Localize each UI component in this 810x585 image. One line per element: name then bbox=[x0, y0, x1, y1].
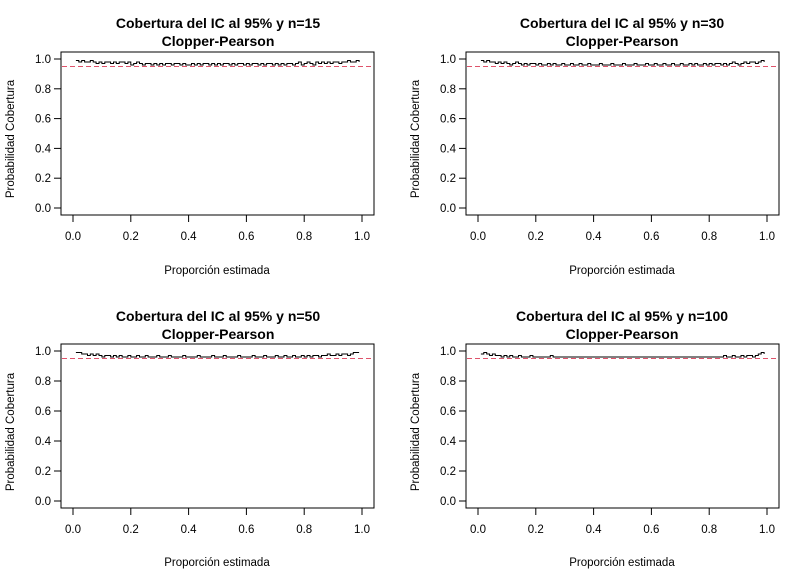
plot-frame bbox=[60, 51, 375, 216]
chart-title: Cobertura del IC al 95% y n=50 bbox=[116, 308, 320, 324]
y-tick-label: 0.8 bbox=[35, 376, 51, 388]
x-tick-label: 0.0 bbox=[470, 231, 486, 243]
chart-title: Cobertura del IC al 95% y n=100 bbox=[516, 308, 728, 324]
y-axis-label: Probabilidad Cobertura bbox=[5, 79, 17, 198]
y-tick-label: 0.2 bbox=[35, 466, 51, 478]
y-tick-label: 1.0 bbox=[440, 346, 456, 358]
x-tick-label: 1.0 bbox=[354, 524, 370, 536]
chart-panel: Cobertura del IC al 95% y n=30 Clopper-P… bbox=[410, 15, 780, 277]
y-tick-label: 0.0 bbox=[35, 203, 51, 215]
y-tick-label: 1.0 bbox=[440, 54, 456, 66]
plot-frame bbox=[465, 343, 780, 509]
plot-marks: 0.0 0.2 0.4 0.6 0.8 1.0 0.0 0.2 0.4 0.6 0.8 1.0 bbox=[35, 343, 375, 536]
y-tick-label: 0.2 bbox=[440, 173, 456, 185]
x-tick-label: 0.4 bbox=[586, 524, 603, 536]
x-tick-label: 0.6 bbox=[238, 524, 254, 536]
x-axis-label: Proporción estimada bbox=[569, 557, 675, 569]
plot-marks: 0.0 0.2 0.4 0.6 0.8 1.0 0.0 0.2 0.4 0.6 0.8 1.0 bbox=[35, 51, 375, 243]
coverage-line bbox=[75, 60, 360, 66]
y-tick-label: 0.8 bbox=[35, 84, 51, 96]
y-axis-label: Probabilidad Cobertura bbox=[410, 372, 422, 491]
chart-panel: Cobertura del IC al 95% y n=15 Clopper-P… bbox=[5, 15, 375, 277]
y-tick-label: 0.8 bbox=[440, 376, 456, 388]
x-axis-label: Proporción estimada bbox=[164, 265, 270, 277]
chart-title: Cobertura del IC al 95% y n=30 bbox=[520, 15, 724, 31]
x-tick-label: 0.6 bbox=[238, 231, 254, 243]
x-axis-label: Proporción estimada bbox=[569, 265, 675, 277]
y-tick-label: 0.4 bbox=[440, 143, 457, 155]
y-tick-label: 0.8 bbox=[440, 84, 456, 96]
x-tick-label: 0.4 bbox=[586, 231, 603, 243]
x-tick-label: 0.0 bbox=[470, 524, 486, 536]
y-tick-label: 0.4 bbox=[35, 143, 52, 155]
x-tick-label: 0.6 bbox=[643, 231, 659, 243]
plot-frame bbox=[465, 51, 780, 216]
chart-title: Cobertura del IC al 95% y n=15 bbox=[116, 15, 320, 31]
plot-marks: 0.0 0.2 0.4 0.6 0.8 1.0 0.0 0.2 0.4 0.6 0.8 1.0 bbox=[440, 343, 780, 536]
x-tick-label: 1.0 bbox=[354, 231, 370, 243]
chart-panel: Cobertura del IC al 95% y n=50 Clopper-P… bbox=[5, 308, 375, 569]
x-tick-label: 0.6 bbox=[643, 524, 659, 536]
coverage-line bbox=[480, 352, 765, 358]
x-tick-label: 0.8 bbox=[296, 231, 312, 243]
x-tick-label: 0.2 bbox=[528, 524, 544, 536]
y-tick-label: 0.6 bbox=[35, 406, 51, 418]
y-axis-label: Probabilidad Cobertura bbox=[5, 372, 17, 491]
chart-subtitle: Clopper-Pearson bbox=[162, 326, 275, 342]
coverage-line bbox=[480, 60, 765, 66]
x-tick-label: 1.0 bbox=[759, 524, 775, 536]
x-tick-label: 0.2 bbox=[528, 231, 544, 243]
y-tick-label: 0.2 bbox=[440, 466, 456, 478]
chart-subtitle: Clopper-Pearson bbox=[162, 33, 275, 49]
chart-subtitle: Clopper-Pearson bbox=[566, 33, 679, 49]
y-axis-label: Probabilidad Cobertura bbox=[410, 79, 422, 198]
chart-subtitle: Clopper-Pearson bbox=[566, 326, 679, 342]
x-axis-label: Proporción estimada bbox=[164, 557, 270, 569]
y-tick-label: 0.4 bbox=[440, 436, 457, 448]
x-tick-label: 0.0 bbox=[65, 524, 81, 536]
y-tick-label: 0.4 bbox=[35, 436, 52, 448]
y-tick-label: 0.6 bbox=[440, 114, 456, 126]
x-tick-label: 0.8 bbox=[701, 231, 717, 243]
x-tick-label: 1.0 bbox=[759, 231, 775, 243]
x-tick-label: 0.4 bbox=[181, 231, 198, 243]
y-tick-label: 1.0 bbox=[35, 346, 51, 358]
y-tick-label: 1.0 bbox=[35, 54, 51, 66]
y-tick-label: 0.2 bbox=[35, 173, 51, 185]
y-tick-label: 0.6 bbox=[35, 114, 51, 126]
x-tick-label: 0.4 bbox=[181, 524, 198, 536]
plot-marks: 0.0 0.2 0.4 0.6 0.8 1.0 0.0 0.2 0.4 0.6 0.8 1.0 bbox=[440, 51, 780, 243]
y-tick-label: 0.0 bbox=[440, 496, 456, 508]
chart-panel: Cobertura del IC al 95% y n=100 Clopper-… bbox=[410, 308, 780, 569]
x-tick-label: 0.2 bbox=[123, 231, 139, 243]
x-tick-label: 0.8 bbox=[296, 524, 312, 536]
x-tick-label: 0.8 bbox=[701, 524, 717, 536]
y-tick-label: 0.0 bbox=[440, 203, 456, 215]
plot-frame bbox=[60, 343, 375, 509]
x-tick-label: 0.2 bbox=[123, 524, 139, 536]
y-tick-label: 0.0 bbox=[35, 496, 51, 508]
coverage-line bbox=[75, 352, 360, 358]
y-tick-label: 0.6 bbox=[440, 406, 456, 418]
x-tick-label: 0.0 bbox=[65, 231, 81, 243]
